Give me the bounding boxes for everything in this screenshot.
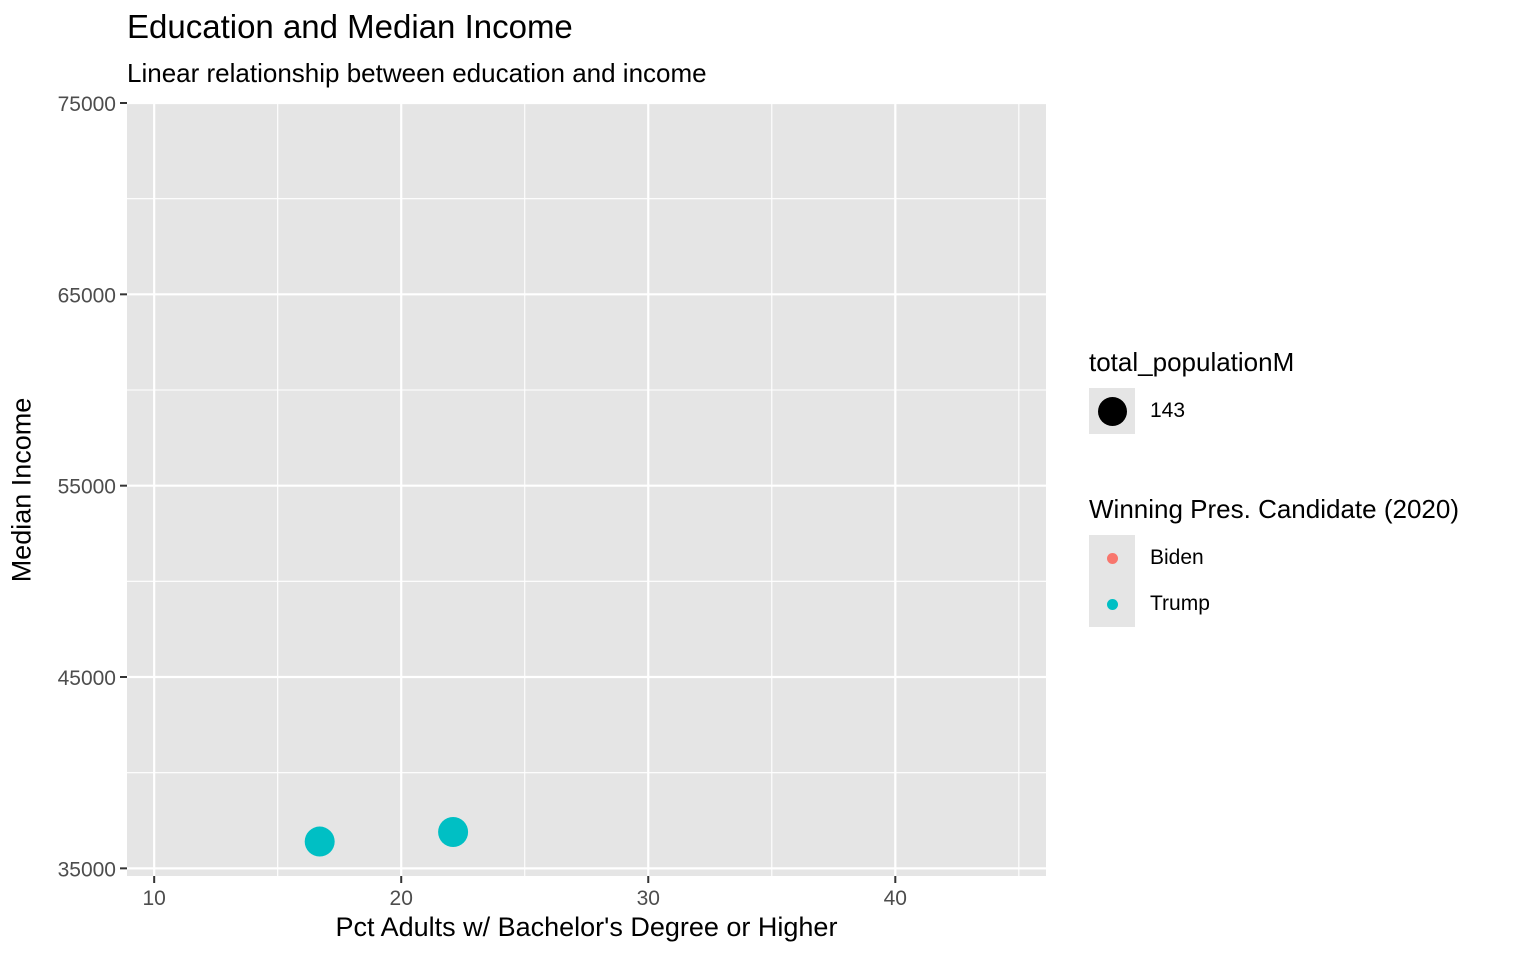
y-tick-label: 35000	[58, 858, 116, 881]
plot-panel	[127, 103, 1046, 876]
data-point-trump	[438, 816, 469, 847]
x-tick-label: 30	[637, 887, 660, 910]
size-legend-entry: 143	[1089, 388, 1294, 434]
color-legend-key-biden	[1089, 535, 1135, 581]
y-axis-label: Median Income	[6, 397, 37, 583]
x-tick-label: 40	[884, 887, 907, 910]
y-tick-label: 75000	[58, 93, 116, 116]
x-tick-label: 10	[142, 887, 165, 910]
color-legend: Winning Pres. Candidate (2020) Biden Tru…	[1089, 494, 1459, 627]
chart-title: Education and Median Income	[127, 8, 573, 45]
size-key-dot	[1097, 396, 1127, 426]
size-legend-key	[1089, 388, 1135, 434]
color-legend-label-trump: Trump	[1150, 592, 1210, 615]
x-axis-label: Pct Adults w/ Bachelor's Degree or Highe…	[335, 912, 838, 942]
y-tick-label: 65000	[58, 284, 116, 307]
chart-subtitle: Linear relationship between education an…	[127, 58, 707, 88]
color-legend-label-biden: Biden	[1150, 546, 1204, 569]
data-point-trump	[304, 826, 335, 857]
size-legend-label: 143	[1150, 399, 1186, 422]
color-legend-title: Winning Pres. Candidate (2020)	[1089, 494, 1459, 524]
biden-key-dot	[1106, 552, 1118, 564]
y-tick-label: 45000	[58, 667, 116, 690]
trump-key-dot	[1106, 598, 1118, 610]
size-legend: total_populationM 143	[1089, 347, 1294, 434]
y-tick-label: 55000	[58, 476, 116, 499]
x-tick-label: 20	[390, 887, 413, 910]
color-legend-entry-trump: Trump	[1089, 581, 1459, 627]
size-legend-title: total_populationM	[1089, 347, 1295, 377]
color-legend-key-trump	[1089, 581, 1135, 627]
color-legend-entry-biden: Biden	[1089, 535, 1459, 581]
